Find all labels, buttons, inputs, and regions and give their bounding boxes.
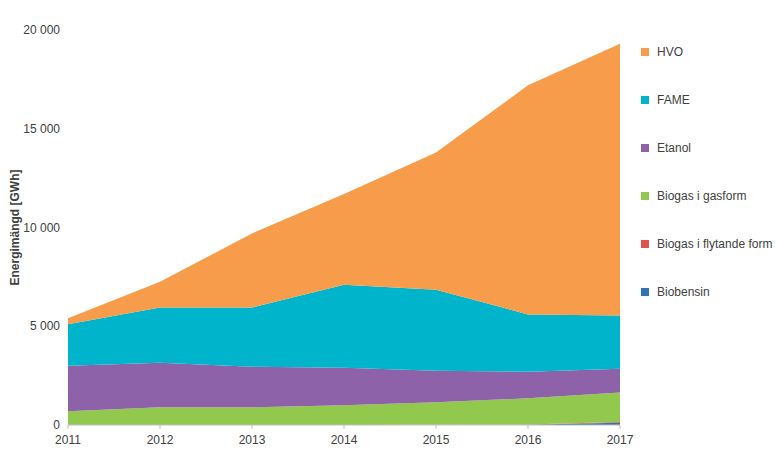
y-tick-label: 15 000 [23,122,60,136]
y-tick-label: 20 000 [23,23,60,37]
legend-swatch [641,240,649,248]
area [68,44,620,324]
legend-label: Biobensin [657,285,710,299]
x-tick [528,425,529,429]
y-tick [65,227,68,228]
legend-swatch [641,144,649,152]
legend-swatch [641,288,649,296]
legend-label: Biogas i gasform [657,189,746,203]
x-tick [620,425,621,429]
legend-label: FAME [657,93,690,107]
x-tick-label: 2017 [607,433,634,447]
x-tick [436,425,437,429]
x-tick [160,425,161,429]
x-tick-label: 2012 [147,433,174,447]
x-tick-label: 2013 [239,433,266,447]
x-tick-label: 2016 [515,433,542,447]
x-tick-label: 2015 [423,433,450,447]
x-tick [252,425,253,429]
y-tick-label: 0 [53,418,60,432]
y-axis-label: Energimängd [GWh] [8,170,22,286]
x-tick [344,425,345,429]
legend-swatch [641,48,649,56]
x-tick-label: 2014 [331,433,358,447]
legend-label: Biogas i flytande form [657,237,772,251]
legend-label: Etanol [657,141,691,155]
legend-swatch [641,96,649,104]
x-tick-label: 2011 [55,433,81,447]
legend-swatch [641,192,649,200]
y-tick-label: 5 000 [30,319,60,333]
legend: HVO FAME Etanol Biogas i gasform Biogas i fl… [641,45,772,299]
y-tick-label: 10 000 [23,221,60,235]
y-tick [65,128,68,129]
chart: 0 5 000 10 000 15 000 20 000 2011 2012 2013 2014… [0,0,779,454]
x-tick [68,425,69,429]
legend-label: HVO [657,45,683,59]
y-tick [65,30,68,31]
y-tick [65,326,68,327]
plot-area [68,44,620,425]
